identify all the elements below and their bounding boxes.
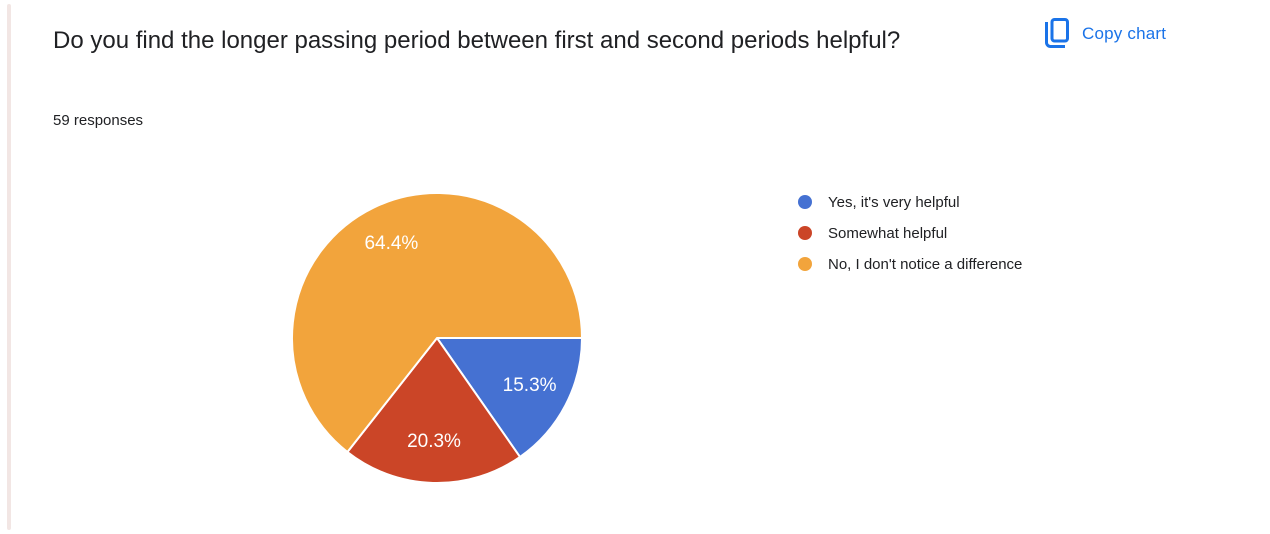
chart-legend: Yes, it's very helpful Somewhat helpful No… [798,191,1022,284]
legend-color-dot [798,195,812,209]
question-title: Do you find the longer passing period be… [53,27,901,54]
pie-slice[interactable] [346,337,521,484]
legend-color-dot [798,226,812,240]
legend-color-dot [798,257,812,271]
card-left-accent [7,4,11,530]
legend-label: Somewhat helpful [828,224,948,242]
legend-label: Yes, it's very helpful [828,193,960,211]
pie-chart-svg [291,192,583,484]
legend-label: No, I don't notice a difference [828,255,1023,273]
pie-chart: 15.3% 20.3% 64.4% [287,188,587,488]
legend-item: Somewhat helpful [798,222,1022,244]
legend-item: Yes, it's very helpful [798,191,1022,213]
pie-slice[interactable] [436,337,583,458]
copy-chart-label: Copy chart [1082,24,1167,43]
copy-icon [1043,18,1069,50]
pie-slice[interactable] [291,192,583,454]
copy-chart-button[interactable]: Copy chart [1043,18,1166,50]
responses-count: 59 responses [53,112,144,129]
legend-item: No, I don't notice a difference [798,253,1022,275]
